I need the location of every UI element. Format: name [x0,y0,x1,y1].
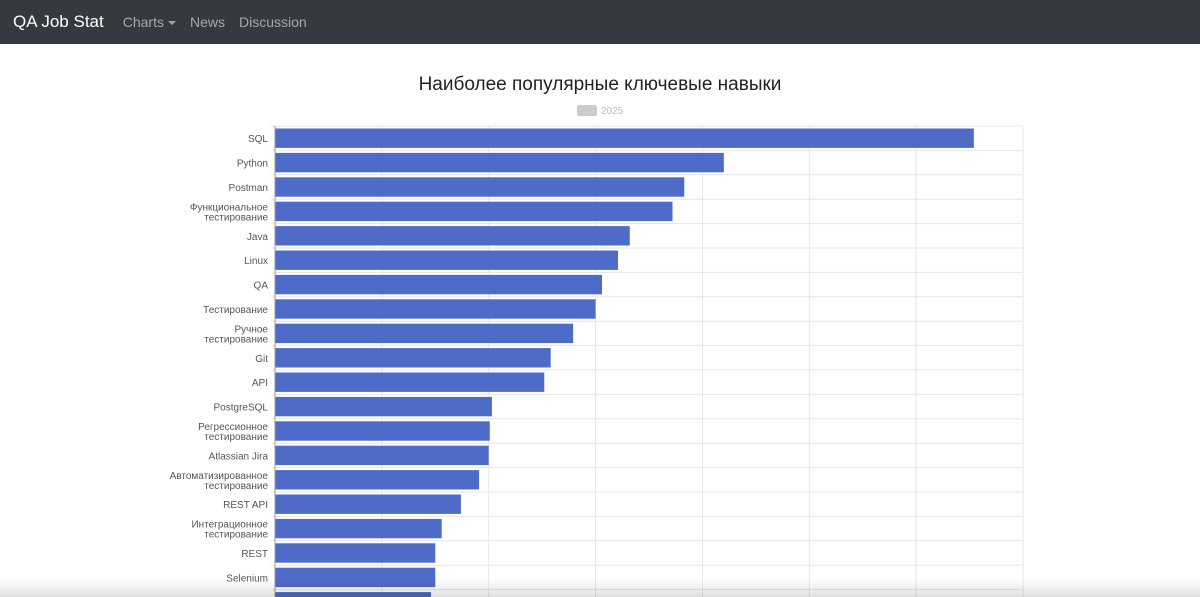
tick-label: Python [237,159,268,170]
tick-label: Автоматизированное тестирование [170,471,269,492]
bar[interactable] [275,543,436,563]
tick-label: Atlassian Jira [209,451,269,462]
legend-swatch[interactable] [577,105,597,116]
bar[interactable] [275,421,490,441]
tick-label: Git [255,354,268,365]
caret-down-icon [167,21,176,26]
bar[interactable] [275,152,724,173]
tick-label: Selenium [226,573,268,584]
navbar: QA Job Stat Charts News Discussion [0,0,1200,44]
bar[interactable] [275,274,602,295]
tick-label: Функциональное тестирование [190,202,269,223]
bar[interactable] [275,250,619,270]
bar[interactable] [275,567,436,588]
tick-label: API [252,378,268,389]
bar[interactable] [275,372,545,392]
tick-label: REST API [223,500,268,511]
bar[interactable] [275,177,685,197]
nav-charts-dropdown[interactable]: Charts [123,14,176,30]
tick-label: Java [247,232,269,243]
bar[interactable] [275,592,432,597]
bar[interactable] [275,470,480,490]
bar[interactable] [275,494,461,514]
bar[interactable] [275,299,596,319]
bar[interactable] [275,445,489,466]
nav-news[interactable]: News [189,14,225,30]
nav-discussion[interactable]: Discussion [238,14,307,30]
chart-title: Наиболее популярные ключевые навыки [419,74,782,95]
legend-label[interactable]: 2025 [601,106,624,117]
bar[interactable] [275,226,630,246]
tick-label: SQL [248,134,268,145]
tick-label: QA [254,281,269,292]
bar-chart: Наиболее популярные ключевые навыки 2025… [170,74,1024,597]
brand-link[interactable]: QA Job Stat [13,12,104,31]
tick-label: Ручное тестирование [204,324,268,345]
tick-label: Регрессионное тестирование [198,422,268,443]
bar[interactable] [275,323,574,344]
nav-charts-label: Charts [122,14,164,30]
tick-label: REST [241,549,268,560]
bar[interactable] [275,201,673,222]
tick-label: Linux [244,256,268,267]
tick-label: Интеграционное тестирование [191,520,268,541]
bar[interactable] [275,396,492,417]
bottom-shadow [0,579,1200,597]
bar[interactable] [275,348,551,368]
bar[interactable] [275,518,442,539]
tick-label: PostgreSQL [214,403,269,414]
tick-label: Postman [229,183,268,194]
tick-label: Тестирование [203,305,268,316]
bar[interactable] [275,128,974,148]
